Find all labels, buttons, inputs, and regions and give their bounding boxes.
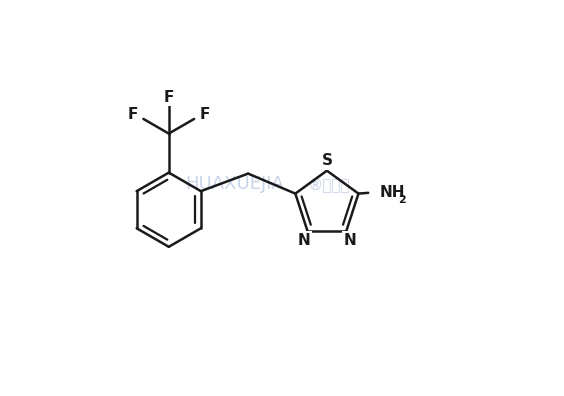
Text: F: F <box>164 90 174 105</box>
Text: F: F <box>127 107 138 122</box>
Text: S: S <box>321 153 332 168</box>
Text: N: N <box>343 232 356 248</box>
Text: F: F <box>200 107 210 122</box>
Text: NH: NH <box>379 185 404 200</box>
Text: N: N <box>298 232 311 248</box>
Text: 2: 2 <box>398 195 406 205</box>
Text: HUAXUEJIA: HUAXUEJIA <box>186 175 285 193</box>
Text: ®化学加: ®化学加 <box>307 177 350 192</box>
